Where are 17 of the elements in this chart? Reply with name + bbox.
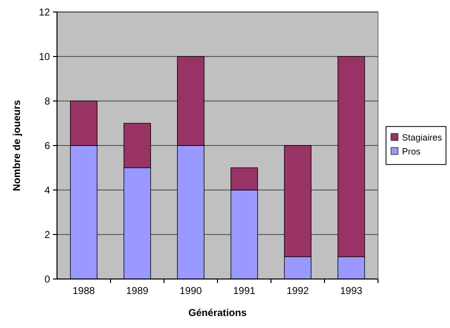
y-tick-label: 10	[38, 52, 50, 63]
x-tick-label: 1993	[340, 286, 363, 297]
x-tick-label: 1991	[233, 286, 256, 297]
y-axis-title: Nombre de joueurs	[12, 100, 23, 192]
y-tick-label: 4	[44, 186, 50, 196]
y-tick-label: 2	[44, 230, 50, 241]
x-tick-label: 1992	[286, 286, 310, 297]
y-tick-label: 12	[38, 8, 50, 18]
x-tick-label: 1989	[126, 286, 149, 297]
legend-label: Stagiaires	[402, 132, 443, 142]
y-tick-label: 6	[44, 141, 50, 152]
legend-label: Pros	[402, 146, 422, 156]
x-tick-label: 1988	[72, 286, 96, 297]
y-tick-label: 8	[44, 96, 50, 108]
x-axis-title: Générations	[188, 308, 248, 319]
x-tick-label: 1990	[180, 286, 202, 297]
y-tick-label: 0	[44, 274, 50, 286]
